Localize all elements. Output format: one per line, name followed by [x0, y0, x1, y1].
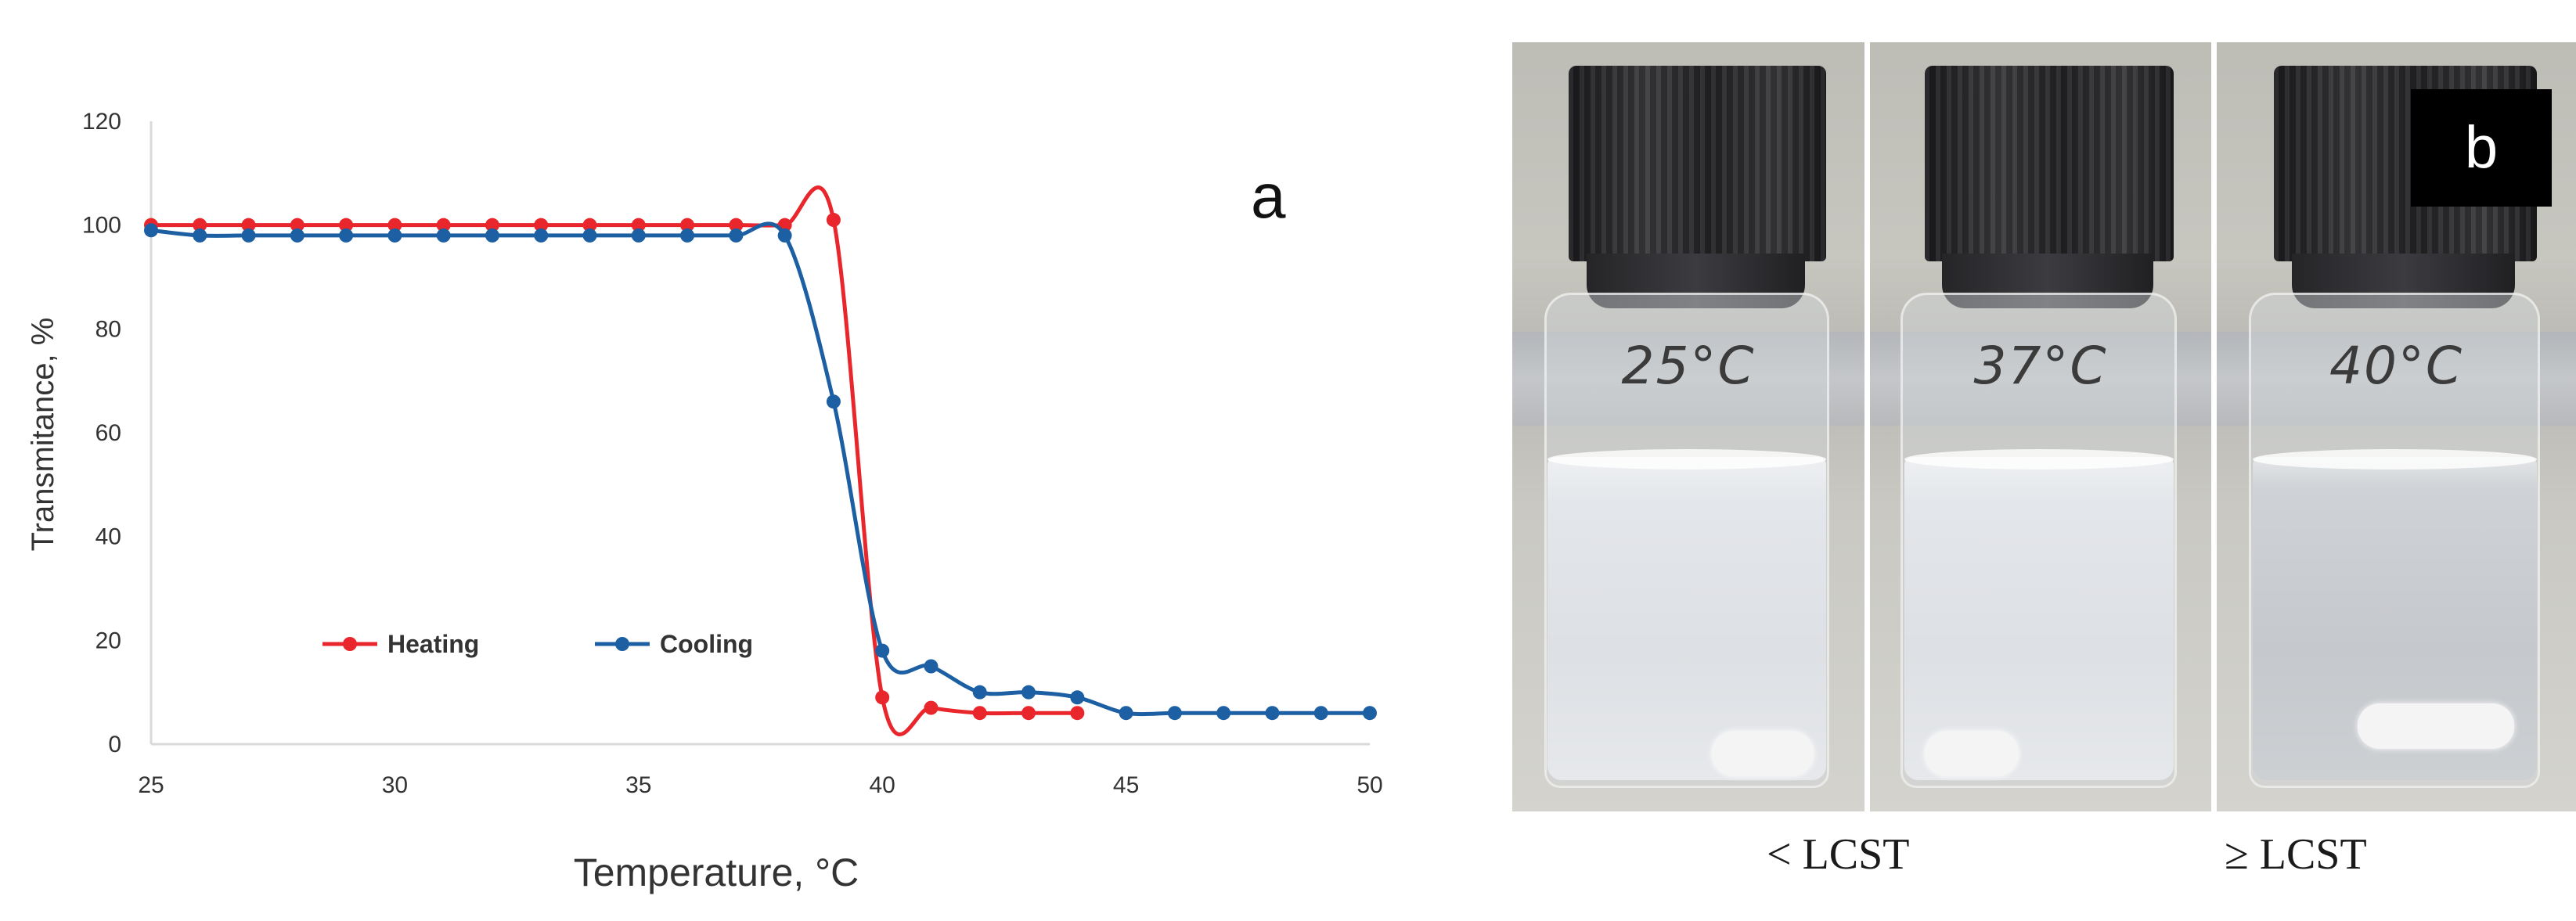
panel-a: 0 20 40 60 80 100 120 25 30 35 40 45 50 Temperature… [26, 109, 1383, 894]
x-tick-label: 45 [1113, 772, 1139, 798]
vial-photo-40: 40°C b [2217, 42, 2576, 811]
cooling-data-point [193, 228, 207, 243]
heating-data-point [193, 218, 207, 232]
vial-cap [1924, 66, 2174, 261]
cooling-data-point [144, 223, 158, 238]
heating-data-point [582, 218, 597, 232]
vial-label-40: 40°C [2329, 336, 2464, 396]
cooling-data-point [436, 228, 451, 243]
y-tick-label: 0 [108, 732, 121, 757]
cooling-data-point [972, 685, 987, 700]
cooling-data-point [1216, 706, 1231, 721]
cooling-data-point [1119, 706, 1133, 721]
x-tick-label: 25 [138, 772, 164, 798]
cooling-data-point [485, 228, 499, 243]
panel-b-badge: b [2411, 89, 2552, 207]
cooling-data-point [680, 228, 695, 243]
legend: Heating Cooling [322, 630, 753, 658]
panel-b: 25°C 37°C 40°C b < LCST ≥ LCST [1512, 0, 2576, 921]
cooling-data-point [387, 228, 402, 243]
series-layer [144, 185, 1377, 736]
caption-below-lcst: < LCST [1767, 830, 1910, 879]
heating-data-point [972, 706, 987, 721]
heating-data-point [436, 218, 451, 232]
legend-heating-marker [343, 637, 357, 651]
cooling-data-point [1313, 706, 1328, 721]
y-axis-title: Transmitance, % [26, 318, 60, 552]
x-tick-label: 50 [1356, 772, 1382, 798]
legend-cooling-marker [615, 637, 629, 651]
panel-a-letter: a [1251, 161, 1286, 231]
cooling-data-point [339, 228, 354, 243]
vial-solution-cloudy [1547, 457, 1826, 780]
cooling-data-point [826, 394, 841, 409]
heating-data-point [387, 218, 402, 232]
heating-data-point [241, 218, 256, 232]
heating-data-point [729, 218, 744, 232]
heating-data-point [631, 218, 646, 232]
heating-data-point [290, 218, 304, 232]
heating-data-point [826, 213, 841, 228]
heating-data-point [485, 218, 499, 232]
heating-data-point [680, 218, 695, 232]
cooling-series-line [150, 221, 1370, 717]
stir-bar [1925, 731, 2019, 776]
x-tick-labels: 25 30 35 40 45 50 [138, 772, 1382, 798]
vial-photo-25: 25°C [1512, 42, 1864, 811]
caption-above-lcst: ≥ LCST [2225, 830, 2367, 879]
cooling-data-point [777, 228, 792, 243]
heating-data-point [924, 700, 939, 715]
cooling-data-point [534, 228, 549, 243]
heating-series-line [150, 185, 1078, 736]
cooling-data-point [1167, 706, 1182, 721]
vial-label-25: 25°C [1621, 336, 1756, 396]
cooling-data-point [1070, 690, 1085, 705]
cooling-data-point [241, 228, 256, 243]
y-tick-label: 40 [95, 524, 121, 550]
vial-photo-37: 37°C [1870, 42, 2211, 811]
vial-solution-cloudy [1904, 457, 2174, 780]
heating-data-point [1070, 706, 1085, 721]
legend-heating-label: Heating [387, 630, 479, 658]
cooling-data-point [631, 228, 646, 243]
vial-cap [1569, 66, 1826, 261]
heating-data-point [339, 218, 354, 232]
cooling-data-point [290, 228, 304, 243]
cooling-data-point [1021, 685, 1036, 700]
polymer-precipitate [2358, 703, 2514, 749]
x-axis-title: Temperature, °C [574, 851, 859, 894]
cooling-data-point [875, 643, 890, 658]
transmittance-chart: 0 20 40 60 80 100 120 25 30 35 40 45 50 Temperature… [26, 109, 1383, 894]
x-tick-label: 35 [625, 772, 651, 798]
x-tick-label: 30 [382, 772, 408, 798]
heating-data-point [1021, 706, 1036, 721]
y-tick-label: 60 [95, 420, 121, 446]
cooling-data-point [924, 659, 939, 674]
cooling-data-point [1265, 706, 1280, 721]
cooling-data-point [582, 228, 597, 243]
axes [150, 121, 1370, 746]
y-tick-labels: 0 20 40 60 80 100 120 [82, 109, 121, 757]
cooling-data-point [1363, 706, 1377, 721]
stir-bar [1712, 731, 1814, 776]
cooling-data-point [729, 228, 744, 243]
heating-data-point [875, 690, 890, 705]
y-tick-label: 20 [95, 628, 121, 653]
y-tick-label: 100 [82, 213, 121, 239]
legend-cooling-label: Cooling [660, 630, 753, 658]
vial-label-37: 37°C [1973, 336, 2108, 396]
y-tick-label: 80 [95, 316, 121, 342]
heating-data-point [534, 218, 549, 232]
x-tick-label: 40 [870, 772, 895, 798]
y-tick-label: 120 [82, 109, 121, 135]
